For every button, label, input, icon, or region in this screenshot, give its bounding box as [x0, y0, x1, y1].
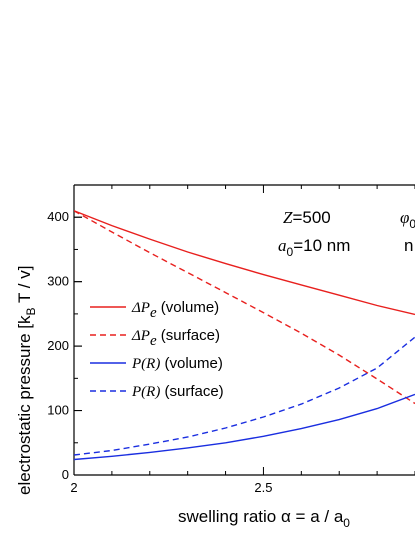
legend-label-1: ΔPe (volume)	[131, 299, 219, 321]
y-tick-label: 400	[47, 209, 69, 224]
series-line-2	[74, 210, 415, 405]
annotations: Z=500 a0=10 nm φ0 n	[278, 208, 415, 259]
series-line-4	[74, 336, 415, 456]
annotation-n-symbol: n	[404, 236, 413, 255]
x-axis-title-subscript: 0	[343, 516, 350, 530]
series-line-1	[74, 210, 415, 316]
legend-label-subscript: e	[150, 305, 157, 321]
annotation-a0: a0=10 nm	[278, 236, 350, 259]
plot-frame	[73, 184, 415, 476]
annotation-a0-symbol: a	[278, 236, 287, 255]
series-layer	[74, 210, 415, 461]
annotation-z-symbol: Z	[283, 208, 293, 227]
legend-label-3: P(R) (volume)	[131, 355, 223, 372]
annotation-n: n	[404, 236, 413, 255]
legend-label-text: (volume)	[157, 299, 220, 316]
annotation-z: Z=500	[283, 208, 331, 227]
annotation-a0-subscript: 0	[287, 245, 294, 259]
x-axis-title: swelling ratio α = a / a0	[178, 507, 350, 530]
y-tick-label: 300	[47, 274, 69, 289]
axis-ticks: 0 100 200 300 400 2 2.5	[47, 184, 415, 495]
annotation-phi: φ0	[400, 208, 415, 231]
annotation-z-value: =500	[292, 208, 330, 227]
legend-label-text: (surface)	[157, 327, 220, 344]
legend-label-4: P(R) (surface)	[131, 383, 224, 400]
x-tick-label: 2.5	[254, 480, 272, 495]
legend-label-text: (surface)	[160, 383, 223, 400]
legend-label-subscript: e	[150, 333, 157, 349]
annotation-a0-value: =10 nm	[293, 236, 350, 255]
series-line-3	[74, 393, 415, 461]
legend-label-2: ΔPe (surface)	[131, 327, 220, 349]
y-axis-title-tail: T / v]	[15, 266, 34, 308]
legend-label-symbol: ΔP	[131, 328, 150, 344]
legend-label-symbol: P(R)	[131, 356, 160, 372]
y-axis-title-subscript: B	[24, 307, 38, 315]
x-tick-label: 2	[70, 480, 77, 495]
legend-label-text: (volume)	[160, 355, 223, 372]
annotation-phi-subscript: 0	[409, 217, 415, 231]
y-axis-title-text: electrostatic pressure [k	[15, 315, 34, 495]
y-axis-title: electrostatic pressure [kB T / v]	[15, 266, 38, 495]
annotation-phi-symbol: φ	[400, 208, 409, 227]
y-tick-label: 200	[47, 338, 69, 353]
y-tick-label: 0	[62, 467, 69, 482]
x-axis-title-text: swelling ratio α = a / a	[178, 507, 344, 526]
legend-label-symbol: P(R)	[131, 384, 160, 400]
legend: ΔPe (volume)ΔPe (surface)P(R) (volume)P(…	[90, 299, 224, 400]
legend-label-symbol: ΔP	[131, 300, 150, 316]
y-tick-label: 100	[47, 403, 69, 418]
